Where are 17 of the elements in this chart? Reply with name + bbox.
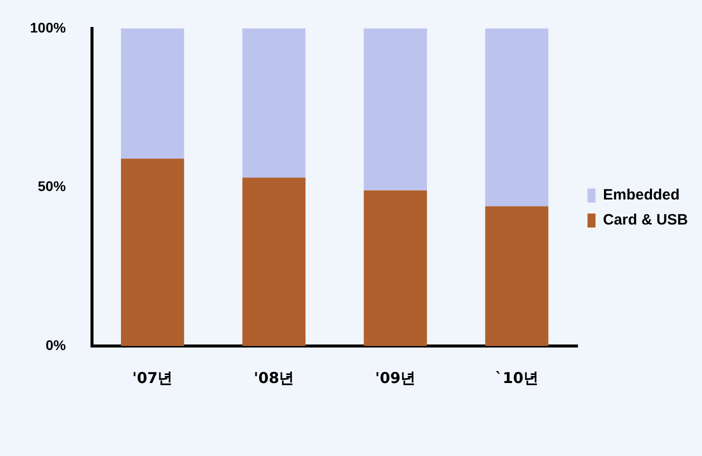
y-tick-label: 100% xyxy=(30,19,66,36)
legend-label: Card & USB xyxy=(602,212,688,229)
x-tick-label: `10년 xyxy=(495,368,538,387)
bar xyxy=(485,206,548,346)
bar xyxy=(485,28,548,206)
bar xyxy=(364,28,427,190)
y-tick-label: 50% xyxy=(38,178,66,194)
bar xyxy=(120,28,184,159)
y-tick-label: 0% xyxy=(46,336,66,353)
legend-label: Embedded xyxy=(602,186,680,204)
x-tick-label: '09년 xyxy=(375,368,416,387)
x-tick-label: '07년 xyxy=(132,368,173,387)
bar xyxy=(120,158,184,346)
bar xyxy=(242,178,306,346)
x-tick-label: '08년 xyxy=(254,368,294,387)
bar xyxy=(364,190,427,346)
bar xyxy=(242,28,306,178)
